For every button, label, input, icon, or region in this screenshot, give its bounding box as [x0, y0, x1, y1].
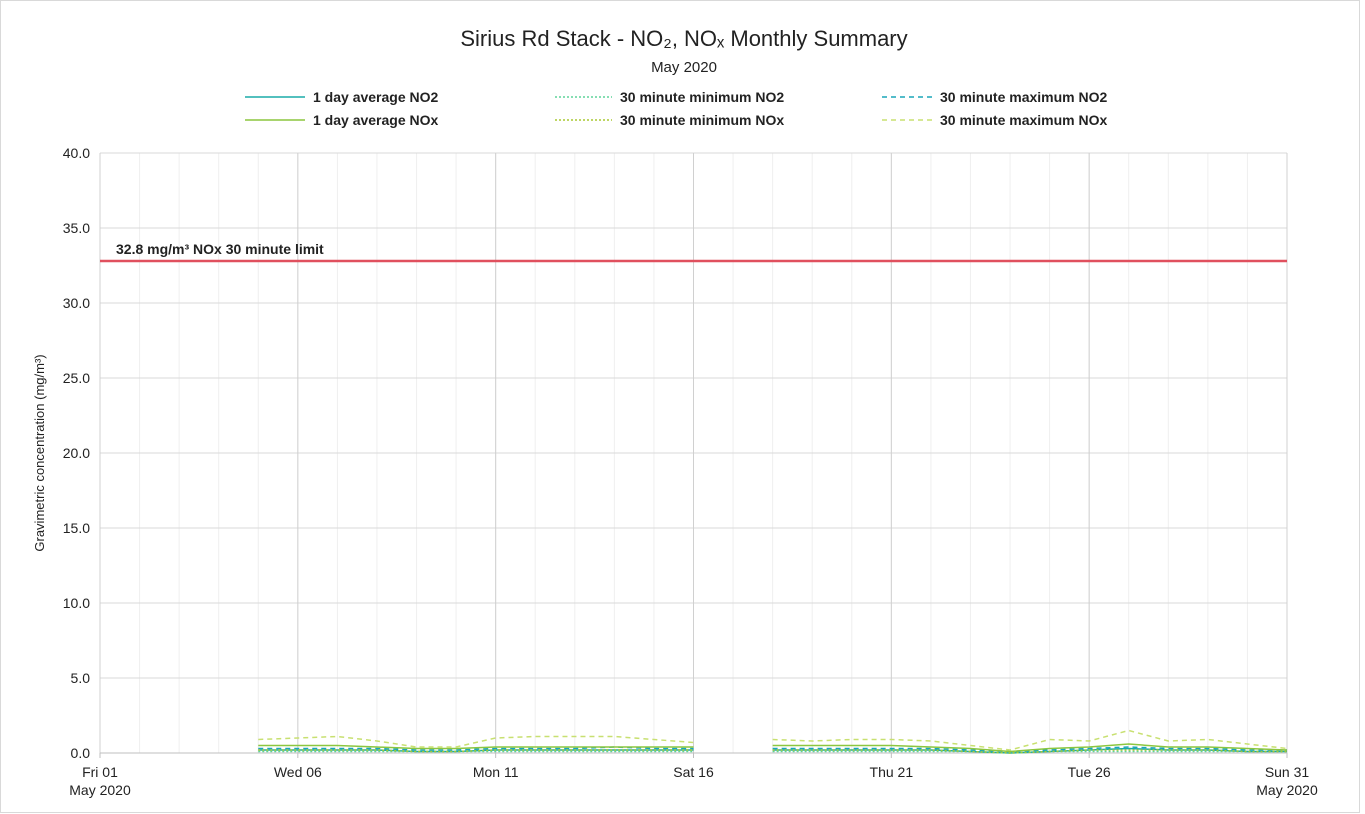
limit-label: 32.8 mg/m³ NOx 30 minute limit — [116, 241, 324, 257]
chart-title: Sirius Rd Stack - NO₂, NOₓ Monthly Summa… — [460, 26, 907, 51]
y-tick-label: 30.0 — [63, 295, 90, 311]
y-tick-label: 25.0 — [63, 370, 90, 386]
y-tick-label: 35.0 — [63, 220, 90, 236]
x-tick-label: Wed 06 — [274, 764, 322, 780]
x-tick-label: Fri 01 May 2020 — [69, 764, 131, 798]
y-tick-label: 0.0 — [71, 745, 91, 761]
y-tick-label: 20.0 — [63, 445, 90, 461]
x-tick-label: Mon 11 — [473, 764, 519, 780]
data-line — [258, 749, 1287, 754]
y-axis-label: Gravimetric concentration (mg/m³) — [32, 354, 47, 551]
legend-label: 30 minute maximum NO2 — [940, 89, 1107, 105]
data-line — [258, 743, 1288, 753]
y-tick-label: 15.0 — [63, 520, 90, 536]
chart-subtitle: May 2020 — [651, 59, 717, 76]
legend-label: 30 minute minimum NO2 — [620, 89, 784, 105]
y-tick-label: 5.0 — [71, 670, 91, 686]
y-tick-label: 10.0 — [63, 595, 90, 611]
legend-label: 1 day average NO2 — [313, 89, 439, 105]
legend-label: 1 day average NOx — [313, 112, 439, 128]
data-line — [258, 729, 1288, 751]
x-tick-label: Sun 31 May 2020 — [1256, 764, 1318, 798]
legend-label: 30 minute maximum NOx — [940, 112, 1107, 128]
legend-label: 30 minute minimum NOx — [620, 112, 784, 128]
y-tick-label: 40.0 — [63, 145, 90, 161]
x-tick-label: Sat 16 — [673, 764, 714, 780]
x-tick-label: Tue 26 — [1068, 764, 1111, 780]
x-tick-label: Thu 21 — [870, 764, 914, 780]
